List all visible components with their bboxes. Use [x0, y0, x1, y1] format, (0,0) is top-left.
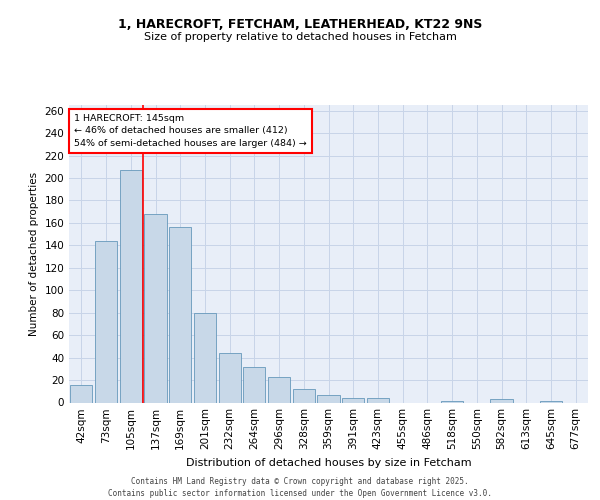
Bar: [218, 353, 241, 403]
Bar: [95, 241, 117, 402]
Bar: [367, 398, 389, 402]
Bar: [293, 389, 315, 402]
Bar: [490, 399, 512, 402]
Text: Size of property relative to detached houses in Fetcham: Size of property relative to detached ho…: [143, 32, 457, 42]
Bar: [243, 366, 265, 402]
Y-axis label: Number of detached properties: Number of detached properties: [29, 172, 39, 336]
Bar: [119, 170, 142, 402]
Bar: [194, 312, 216, 402]
Bar: [145, 214, 167, 402]
Bar: [342, 398, 364, 402]
Text: Contains HM Land Registry data © Crown copyright and database right 2025.
Contai: Contains HM Land Registry data © Crown c…: [108, 476, 492, 498]
Text: 1 HARECROFT: 145sqm
← 46% of detached houses are smaller (412)
54% of semi-detac: 1 HARECROFT: 145sqm ← 46% of detached ho…: [74, 114, 307, 148]
Bar: [169, 228, 191, 402]
Bar: [317, 394, 340, 402]
Text: 1, HARECROFT, FETCHAM, LEATHERHEAD, KT22 9NS: 1, HARECROFT, FETCHAM, LEATHERHEAD, KT22…: [118, 18, 482, 30]
X-axis label: Distribution of detached houses by size in Fetcham: Distribution of detached houses by size …: [185, 458, 472, 468]
Bar: [70, 384, 92, 402]
Bar: [268, 376, 290, 402]
